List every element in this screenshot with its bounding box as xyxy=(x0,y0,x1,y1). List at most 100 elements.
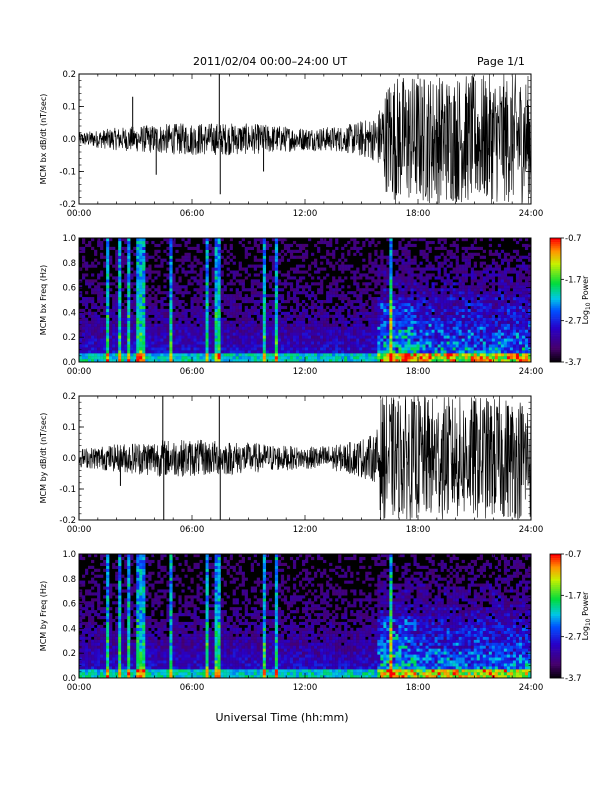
spectrogram-cell xyxy=(193,300,197,304)
spectrogram-cell xyxy=(356,297,360,301)
spectrogram-cell xyxy=(247,326,251,330)
spectrogram-cell xyxy=(404,276,408,280)
spectrogram-cell xyxy=(268,323,273,327)
spectrogram-cell xyxy=(229,288,233,292)
spectrogram-cell xyxy=(473,288,477,292)
spectrogram-cell xyxy=(226,326,230,330)
spectrogram-cell xyxy=(163,350,167,354)
spectrogram-cell xyxy=(404,305,408,310)
spectrogram-cell xyxy=(425,329,429,333)
spectrogram-cell xyxy=(241,238,245,242)
spectrogram-cell xyxy=(521,255,526,259)
spectrogram-cell xyxy=(187,353,191,357)
spectrogram-cell xyxy=(491,314,496,318)
spectrogram-cell xyxy=(124,276,128,280)
spectrogram-cell xyxy=(392,282,396,286)
spectrogram-cell xyxy=(419,329,423,333)
spectrogram-cell xyxy=(317,282,321,286)
spectrogram-cell xyxy=(298,344,303,348)
spectrogram-cell xyxy=(283,252,288,256)
spectrogram-cell xyxy=(139,238,143,242)
spectrogram-cell xyxy=(286,249,291,253)
spectrogram-cell xyxy=(133,308,137,313)
spectrogram-cell xyxy=(347,359,351,363)
spectrogram-cell xyxy=(371,314,375,318)
spectrogram-cell xyxy=(229,344,233,348)
spectrogram-cell xyxy=(256,359,260,363)
spectrogram-cell xyxy=(470,311,474,315)
spectrogram-cell xyxy=(494,282,499,286)
spectrogram-cell xyxy=(305,243,309,248)
spectrogram-cell xyxy=(277,308,282,313)
spectrogram-cell xyxy=(455,243,459,248)
spectrogram-cell xyxy=(91,332,95,336)
spectrogram-cell xyxy=(473,353,477,357)
spectrogram-cell xyxy=(314,282,318,286)
spectrogram-cell xyxy=(283,282,288,286)
spectrogram-cell xyxy=(121,308,125,313)
spectrogram-cell xyxy=(473,300,477,304)
spectrogram-cell xyxy=(407,273,411,277)
spectrogram-cell xyxy=(443,297,447,301)
spectrogram-cell xyxy=(521,291,526,295)
spectrogram-cell xyxy=(136,249,140,253)
spectrogram-cell xyxy=(482,356,486,360)
spectrogram-cell xyxy=(277,353,282,357)
spectrogram-cell xyxy=(425,332,429,336)
spectrogram-cell xyxy=(311,335,315,339)
spectrogram-cell xyxy=(452,314,456,318)
spectrogram-cell xyxy=(455,267,459,271)
spectrogram-cell xyxy=(124,314,128,318)
spectrogram-cell xyxy=(166,246,170,251)
spectrogram-cell xyxy=(494,249,499,253)
spectrogram-cell xyxy=(205,297,209,301)
spectrogram-cell xyxy=(452,291,456,295)
spectrogram-cell xyxy=(283,356,288,360)
spectrogram-cell xyxy=(193,270,197,274)
spectrogram-cell xyxy=(265,326,270,330)
spectrogram-cell xyxy=(229,270,233,274)
spectrogram-cell xyxy=(374,249,378,253)
spectrogram-cell xyxy=(527,332,532,336)
spectrogram-cell xyxy=(404,261,408,265)
spectrogram-cell xyxy=(289,276,294,280)
spectrogram-cell xyxy=(473,252,477,256)
spectrogram-cell xyxy=(443,329,447,333)
spectrogram-cell xyxy=(172,305,176,310)
spectrogram-cell xyxy=(479,338,483,342)
spectrogram-cell xyxy=(368,240,372,245)
spectrogram-cell xyxy=(371,311,375,315)
spectrogram-cell xyxy=(527,314,532,318)
spectrogram-cell xyxy=(286,359,291,363)
spectrogram-cell xyxy=(386,267,390,271)
spectrogram-cell xyxy=(175,347,179,351)
spectrogram-cell xyxy=(521,261,526,265)
spectrogram-cell xyxy=(244,356,248,360)
spectrogram-cell xyxy=(443,353,447,357)
spectrogram-cell xyxy=(259,350,264,354)
spectrogram-cell xyxy=(196,279,200,283)
spectrogram-cell xyxy=(386,297,390,301)
spectrogram-cell xyxy=(271,347,276,351)
spectrogram-cell xyxy=(169,311,173,315)
spectrogram-cell xyxy=(455,356,459,360)
spectrogram-cell xyxy=(332,264,336,268)
spectrogram-cell xyxy=(320,279,324,283)
spectrogram-cell xyxy=(395,276,399,280)
spectrogram-cell xyxy=(461,350,465,354)
colorbar-band xyxy=(550,326,561,330)
spectrogram-cell xyxy=(422,332,426,336)
spectrogram-cell xyxy=(220,317,224,321)
spectrogram-cell xyxy=(374,302,378,307)
spectrogram-cell xyxy=(497,338,502,342)
spectrogram-cell xyxy=(208,243,212,248)
spectrogram-cell xyxy=(274,264,279,268)
spectrogram-cell xyxy=(283,314,288,318)
spectrogram-cell xyxy=(262,332,267,336)
spectrogram-cell xyxy=(365,273,369,277)
spectrogram-cell xyxy=(103,308,107,313)
spectrogram-cell xyxy=(488,282,493,286)
spectrogram-cell xyxy=(274,246,279,251)
spectrogram-cell xyxy=(214,329,218,333)
spectrogram-cell xyxy=(175,267,179,271)
